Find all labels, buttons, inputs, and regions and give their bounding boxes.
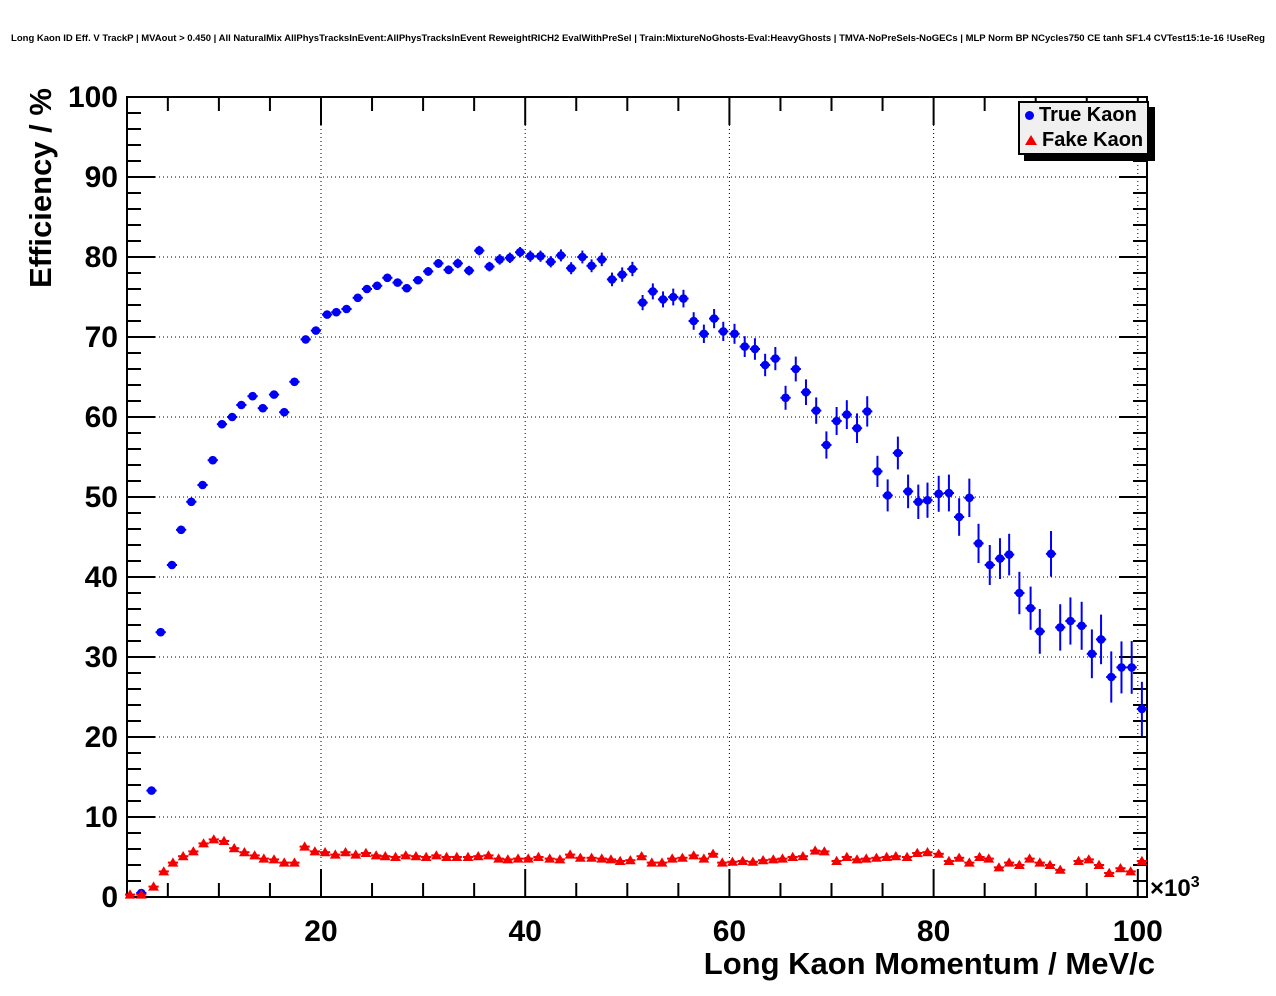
x-tick-label: 80 bbox=[917, 915, 950, 948]
y-tick-label: 10 bbox=[85, 801, 118, 834]
x-tick-label: 20 bbox=[304, 915, 337, 948]
x-axis-exponent-power: 3 bbox=[1190, 874, 1200, 891]
true-kaon-marker-icon bbox=[1025, 111, 1034, 121]
plot-title: Long Kaon ID Eff. V TrackP | MVAout > 0.… bbox=[11, 33, 1265, 44]
legend-label-true-kaon: True Kaon bbox=[1039, 104, 1137, 127]
y-tick-label: 80 bbox=[85, 241, 118, 274]
legend-item-fake-kaon: Fake Kaon bbox=[1020, 129, 1147, 152]
legend-label-fake-kaon: Fake Kaon bbox=[1042, 128, 1144, 151]
fake-kaon-series bbox=[124, 834, 1148, 899]
y-tick-label: 20 bbox=[85, 721, 118, 754]
y-tick-label: 90 bbox=[85, 161, 118, 194]
y-tick-label: 0 bbox=[101, 881, 118, 914]
x-axis-exponent-base: ×10 bbox=[1150, 875, 1191, 902]
y-tick-label: 70 bbox=[85, 321, 118, 354]
gridlines bbox=[127, 97, 1147, 897]
y-tick-label: 30 bbox=[85, 641, 118, 674]
x-tick-labels: 20 40 60 80 100 bbox=[304, 915, 1163, 948]
y-tick-label: 60 bbox=[85, 401, 118, 434]
y-tick-labels: 0 10 20 30 40 50 60 70 80 90 100 bbox=[68, 81, 118, 914]
true-kaon-series bbox=[136, 245, 1147, 898]
x-axis-exponent: ×103 bbox=[1150, 874, 1200, 903]
legend-item-true-kaon: True Kaon bbox=[1020, 104, 1147, 127]
y-tick-label: 40 bbox=[85, 561, 118, 594]
y-tick-label: 100 bbox=[68, 81, 118, 114]
x-tick-label: 100 bbox=[1113, 915, 1163, 948]
x-tick-label: 60 bbox=[713, 915, 746, 948]
legend: True Kaon Fake Kaon bbox=[1018, 101, 1149, 155]
x-axis-title: Long Kaon Momentum / MeV/c bbox=[703, 946, 1155, 981]
x-tick-label: 40 bbox=[509, 915, 542, 948]
fake-kaon-marker-icon bbox=[1025, 135, 1037, 146]
y-tick-label: 50 bbox=[85, 481, 118, 514]
